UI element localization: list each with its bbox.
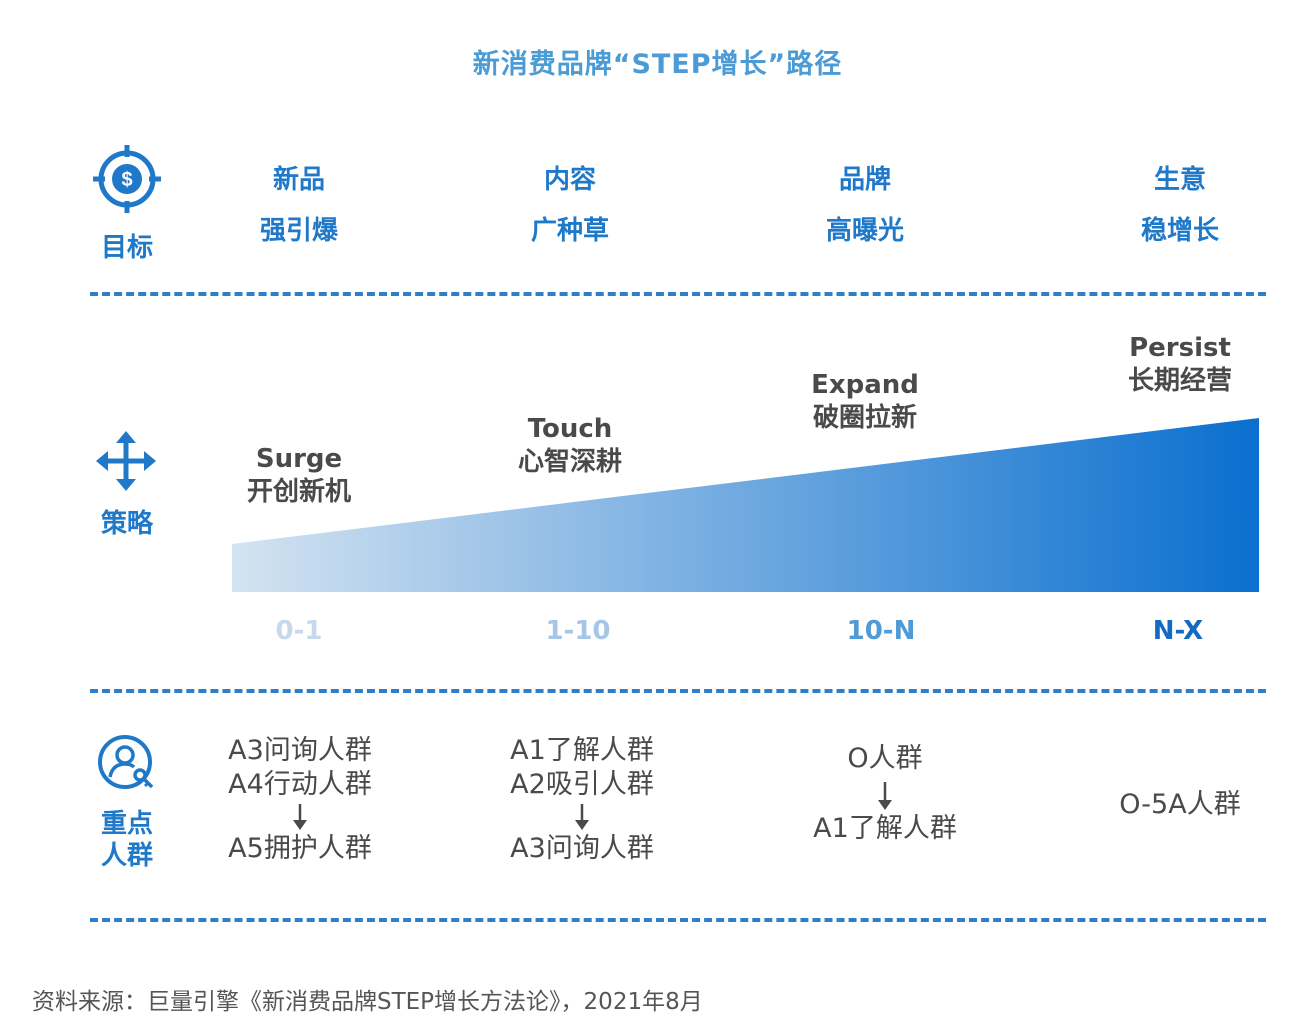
strategy-item: Persist 长期经营 — [1060, 332, 1300, 398]
user-key-icon — [98, 735, 154, 789]
row-label-crowd-line1: 重点 — [100, 809, 153, 839]
crowd-to: A5拥护人群 — [228, 833, 372, 864]
svg-text:$: $ — [121, 169, 132, 191]
down-arrow-icon — [575, 804, 589, 830]
goal-line2: 广种草 — [530, 216, 609, 246]
dollar-target-icon: $ — [93, 145, 161, 213]
move-arrows-icon — [96, 431, 156, 491]
strategy-en: Expand — [811, 370, 919, 400]
goal-line2: 高曝光 — [825, 216, 904, 246]
strategy-zh: 破圈拉新 — [812, 403, 917, 433]
crowd-from: O人群 — [847, 743, 923, 774]
strategy-en: Persist — [1129, 333, 1231, 363]
goal-item: 新品 强引爆 — [199, 155, 399, 257]
source-note: 资料来源：巨量引擎《新消费品牌STEP增长方法论》，2021年8月 — [32, 989, 703, 1015]
stage-label: N-X — [1152, 616, 1204, 646]
goal-line1: 品牌 — [838, 165, 891, 195]
row-label-crowd-line2: 人群 — [100, 841, 153, 871]
strategy-en: Touch — [527, 414, 613, 444]
goal-line1: 新品 — [272, 165, 325, 195]
strategy-item: Expand 破圈拉新 — [745, 369, 985, 435]
page-title: 新消费品牌“STEP增长”路径 — [472, 49, 843, 80]
stage-label: 10-N — [846, 616, 916, 646]
row-label-crowd: 重点 人群 — [82, 808, 172, 872]
crowd-to: A1了解人群 — [813, 813, 957, 844]
strategy-zh: 心智深耕 — [517, 447, 622, 477]
row-label-goal: 目标 — [100, 233, 153, 263]
goal-line2: 稳增长 — [1140, 216, 1219, 246]
crowd-item: O人群 A1了解人群 — [765, 742, 1005, 846]
divider — [90, 918, 1266, 922]
goal-item: 品牌 高曝光 — [765, 155, 965, 257]
strategy-item: Surge 开创新机 — [179, 443, 419, 509]
divider — [90, 689, 1266, 693]
crowd-from: A4行动人群 — [228, 769, 372, 800]
crowd-to: A3问询人群 — [510, 833, 654, 864]
crowd-item: A3问询人群 A4行动人群 A5拥护人群 — [180, 734, 420, 866]
goal-line2: 强引爆 — [259, 216, 338, 246]
goal-item: 内容 广种草 — [470, 155, 670, 257]
goal-item: 生意 稳增长 — [1080, 155, 1280, 257]
row-label-strategy: 策略 — [100, 509, 153, 539]
stage-label: 0-1 — [275, 616, 323, 646]
crowd-from: A1了解人群 — [510, 735, 654, 766]
divider — [90, 292, 1266, 296]
crowd-from: A2吸引人群 — [510, 769, 654, 800]
strategy-zh: 长期经营 — [1127, 366, 1232, 396]
stage-label: 1-10 — [545, 616, 611, 646]
strategy-item: Touch 心智深耕 — [450, 413, 690, 479]
crowd-from: O-5A人群 — [1119, 789, 1241, 820]
crowd-item: A1了解人群 A2吸引人群 A3问询人群 — [462, 734, 702, 866]
down-arrow-icon — [293, 804, 307, 830]
crowd-item: O-5A人群 — [1060, 788, 1300, 822]
strategy-en: Surge — [255, 444, 343, 474]
down-arrow-icon — [878, 782, 892, 810]
growth-gradient-wedge — [232, 418, 1259, 592]
crowd-from: A3问询人群 — [228, 735, 372, 766]
goal-line1: 内容 — [543, 165, 596, 195]
strategy-zh: 开创新机 — [246, 477, 351, 507]
goal-line1: 生意 — [1153, 165, 1206, 195]
